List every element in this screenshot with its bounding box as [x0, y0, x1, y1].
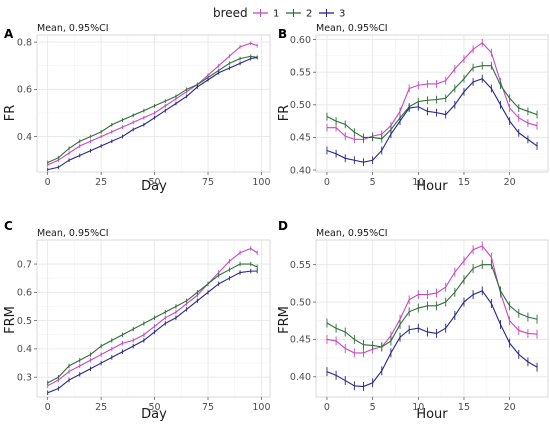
panel-c-y-tick-label: 0.6	[17, 288, 32, 299]
panel-a-plot-layer: 0 25 50 75 100 0.4 0.6 0.8	[17, 35, 271, 188]
panel-d-series-3-line	[326, 290, 538, 388]
panel-d-x-tick-label: 15	[458, 402, 470, 413]
panel-d-x-tick-label: 5	[370, 402, 376, 413]
panel-d-x-tick-label: 20	[504, 402, 516, 413]
panel-c-x-tick-label: 75	[202, 402, 214, 413]
panel-a-subtitle: Mean, 0.95%CI	[37, 23, 109, 34]
panel-c-y-tick-label: 0.4	[17, 344, 32, 355]
panel-c: C Mean, 0.95%CI Day FRM 0 25 50 75 100 0.3 0.4…	[3, 219, 271, 422]
panel-b-y-tick-label: 0.60	[290, 35, 311, 46]
panel-d-x-tick-label: 0	[324, 402, 330, 413]
panel-c-y-tick-label: 0.3	[17, 373, 32, 384]
legend-entry-2: 2	[286, 9, 312, 20]
panel-b-x-tick-label: 20	[504, 177, 516, 188]
panel-b-x-tick-label: 5	[370, 177, 376, 188]
panel-b-plot-layer: 0 5 10 15 20 0.40 0.45 0.50 0.55 0.60	[290, 35, 548, 188]
panel-a-y-tick-label: 0.8	[17, 37, 32, 48]
panel-a: A Mean, 0.95%CI Day FR 0 25 50 75 1000.40.60…	[3, 23, 271, 194]
panel-b-y-tick-label: 0.55	[290, 67, 311, 78]
panel-a-x-tick-label: 50	[149, 177, 161, 188]
panel-b-x-tick-label: 0	[324, 177, 330, 188]
panel-b-subtitle: Mean, 0.95%CI	[316, 23, 388, 34]
panel-b-y-axis-title: FR	[277, 105, 292, 122]
panel-c-y-tick-label: 0.5	[17, 316, 32, 327]
panel-d-plot-area	[315, 239, 549, 398]
panel-b-x-tick-label: 10	[412, 177, 424, 188]
panel-c-y-axis-title: FRM	[3, 306, 18, 334]
panel-d: D Mean, 0.95%CI Hour FRM 0 5 10 15 20 0.40 0.4…	[277, 219, 549, 422]
panel-d-letter: D	[278, 219, 288, 233]
legend-entry-1: 1	[253, 9, 279, 20]
panel-a-x-tick-label: 0	[45, 177, 51, 188]
panel-a-y-axis-title: FR	[3, 105, 18, 122]
panel-b-plot-area	[315, 34, 549, 173]
panel-a-x-axis-title: Day	[141, 179, 167, 194]
legend-label-2: 2	[306, 9, 312, 20]
panel-b-x-axis-title: Hour	[416, 179, 448, 194]
panel-c-y-tick-label: 0.7	[17, 259, 32, 270]
panel-d-x-tick-label: 10	[412, 402, 424, 413]
panel-b: B Mean, 0.95%CI Hour FR 0 5 10 15 20 0.40 0.45…	[277, 23, 549, 194]
panel-d-subtitle: Mean, 0.95%CI	[316, 228, 388, 239]
panel-d-y-tick-label: 0.50	[290, 297, 311, 308]
panel-a-y-tick-label: 0.6	[17, 85, 32, 96]
legend-title: breed	[213, 6, 248, 20]
panel-a-x-tick-label: 75	[202, 177, 214, 188]
panel-b-letter: B	[278, 27, 287, 41]
panel-b-series-3-line	[326, 78, 538, 163]
panel-c-x-tick-label: 25	[95, 402, 107, 413]
legend-entry-3: 3	[319, 9, 345, 20]
panel-b-y-tick-label: 0.50	[290, 100, 311, 111]
panel-b-series-2-line	[326, 65, 538, 140]
panel-a-y-tick-label: 0.4	[17, 132, 32, 143]
panel-c-x-tick-label: 50	[149, 402, 161, 413]
panel-d-x-axis-title: Hour	[416, 407, 448, 422]
panel-c-x-tick-label: 100	[252, 402, 270, 413]
panel-c-letter: C	[4, 219, 13, 233]
panel-a-letter: A	[4, 27, 14, 41]
panel-d-y-tick-label: 0.40	[290, 372, 311, 383]
panel-d-y-tick-label: 0.45	[290, 335, 311, 346]
legend-label-1: 1	[273, 9, 279, 20]
panel-b-y-tick-label: 0.45	[290, 133, 311, 144]
legend-label-3: 3	[339, 9, 345, 20]
panel-a-x-tick-label: 100	[252, 177, 270, 188]
panel-c-subtitle: Mean, 0.95%CI	[37, 228, 109, 239]
panel-c-x-axis-title: Day	[141, 407, 167, 422]
panel-c-x-tick-label: 0	[45, 402, 51, 413]
panel-d-plot-layer: 0 5 10 15 20 0.40 0.45 0.50 0.55	[290, 240, 548, 413]
panel-c-plot-layer: 0 25 50 75 100 0.3 0.4 0.5 0.6 0.7	[17, 240, 271, 413]
panel-d-series-2-line	[326, 264, 538, 348]
panel-b-y-tick-label: 0.40	[290, 165, 311, 176]
panel-b-series-1-line	[326, 42, 538, 140]
panel-b-x-tick-label: 15	[458, 177, 470, 188]
panel-d-y-axis-title: FRM	[277, 306, 292, 334]
panel-d-y-tick-label: 0.55	[290, 260, 311, 271]
legend: breed 1 2 3	[213, 6, 345, 20]
panel-a-x-tick-label: 25	[95, 177, 107, 188]
panel-d-series-1-line	[326, 245, 538, 354]
